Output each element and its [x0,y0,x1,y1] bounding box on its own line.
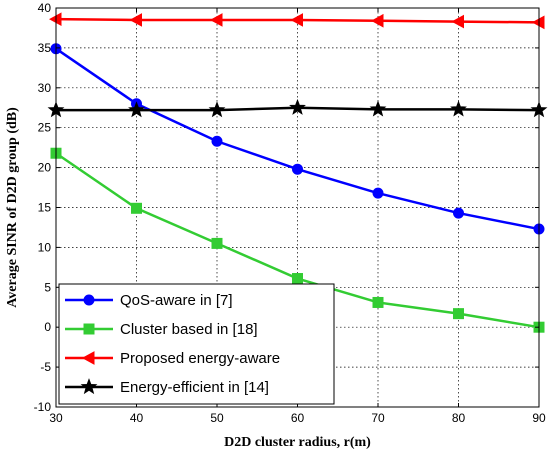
series-energy-efficient [47,98,548,118]
legend-label-qos-aware: QoS-aware in [7] [120,292,233,309]
data-point-energy-efficient [369,100,387,117]
legend-label-proposed-energy-aware: Proposed energy-aware [120,350,280,367]
data-point-proposed-energy-aware [209,13,223,27]
data-point-qos-aware [453,207,464,219]
data-point-cluster-based [211,237,223,249]
y-tick-label: -10 [34,400,52,414]
legend-marker-energy-efficient [80,378,98,395]
legend-box [58,283,335,405]
y-tick-label: -5 [40,360,51,374]
y-tick-label: 30 [38,81,52,95]
data-point-cluster-based [131,202,142,214]
legend-label-energy-efficient: Energy-efficient in [14] [120,379,269,396]
data-point-qos-aware [292,163,303,175]
x-tick-label: 60 [291,411,305,425]
y-tick-label: 0 [44,320,51,334]
data-point-energy-efficient [450,100,467,117]
x-tick-label: 70 [371,411,385,425]
y-tick-label: 15 [38,201,52,215]
data-point-energy-efficient [128,101,145,118]
y-tick-label: 40 [38,1,52,15]
y-axis-title: Average SINR of D2D group (dB) [5,107,20,308]
data-point-energy-efficient [289,98,306,115]
data-point-energy-efficient [208,101,226,118]
x-tick-label: 90 [532,411,546,425]
data-point-proposed-energy-aware [370,13,384,28]
data-point-proposed-energy-aware [129,13,142,27]
x-tick-label: 30 [49,411,63,425]
series-proposed-energy-aware [48,12,545,30]
y-tick-label: 5 [44,280,51,294]
y-tick-label: 10 [38,240,52,254]
x-tick-label: 40 [130,411,144,425]
legend-marker-qos-aware [83,294,95,306]
legend-marker-proposed-energy-aware [81,351,95,365]
y-tick-label: 25 [38,121,52,135]
data-point-cluster-based [453,308,464,320]
data-point-cluster-based [292,273,303,285]
legend: QoS-aware in [7] Cluster based in [18] Pro… [58,283,335,405]
legend-label-cluster-based: Cluster based in [18] [120,321,258,338]
data-point-qos-aware [372,187,384,199]
x-tick-label: 50 [210,411,224,425]
tick-layer: 30 40 50 60 70 80 90 -10 -5 0 5 10 15 20 25 30 35 40 [34,1,546,425]
y-tick-label: 35 [38,41,52,55]
x-axis-title: D2D cluster radius, r(m) [224,435,371,450]
data-point-cluster-based [372,296,384,308]
data-point-proposed-energy-aware [451,14,464,29]
legend-marker-cluster-based [83,323,95,335]
x-tick-label: 80 [452,411,466,425]
data-point-proposed-energy-aware [290,13,303,27]
data-point-qos-aware [211,135,223,147]
y-tick-label: 20 [38,161,52,175]
